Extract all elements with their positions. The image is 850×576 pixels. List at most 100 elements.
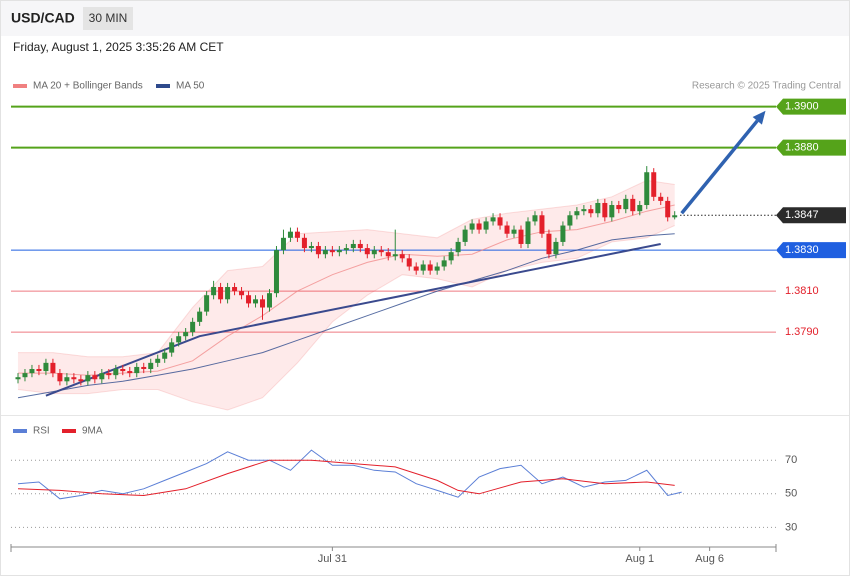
candle-body (574, 211, 580, 216)
candle-body (560, 225, 566, 242)
rsi-line (17, 459, 675, 497)
candle-body (413, 266, 419, 271)
moving-average (17, 233, 675, 399)
candle-body (232, 287, 238, 292)
candle-body (623, 198, 629, 210)
candle-body (106, 373, 112, 376)
candle-body (378, 250, 384, 253)
y-tick-label: 70 (785, 454, 797, 466)
candle-body (99, 373, 105, 380)
candle-body (434, 266, 440, 271)
candle-body (162, 352, 168, 359)
candle-body (127, 371, 133, 374)
candle-body (364, 248, 370, 255)
candle-body (225, 287, 231, 300)
candle-body (260, 299, 266, 308)
candle-body (518, 229, 524, 244)
candle-body (343, 248, 349, 251)
level-label: 1.3810 (785, 285, 819, 297)
candle-body (246, 295, 252, 304)
candle-body (92, 375, 98, 380)
candle-body (204, 295, 210, 312)
candle-body (665, 200, 671, 218)
candle-body (301, 237, 307, 249)
x-tick-label: Jul 31 (318, 553, 347, 565)
candle-body (455, 241, 461, 253)
candle-body (637, 205, 643, 212)
arrow-shaft (680, 119, 759, 215)
candle-body (322, 250, 328, 255)
y-tick-label: 30 (785, 521, 797, 533)
candle-body (120, 369, 126, 372)
bollinger-fill (17, 180, 675, 410)
candle-body (78, 379, 84, 382)
bollinger-lower (17, 225, 675, 411)
candle-body (36, 369, 42, 372)
candle-body (43, 362, 49, 372)
candle-body (22, 373, 28, 378)
candle-body (546, 233, 552, 255)
x-tick-label: Aug 6 (695, 553, 724, 565)
candle-body (672, 215, 678, 218)
legend-label: MA 20 + Bollinger Bands (33, 81, 143, 92)
candle-body (651, 172, 657, 197)
candle-body (385, 252, 391, 257)
candle-body (420, 264, 426, 271)
candle-body (476, 223, 482, 230)
candle-body (532, 215, 538, 222)
candle-body (469, 223, 475, 230)
level-label: 1.3847 (785, 209, 819, 221)
candle-body (497, 217, 503, 226)
candle-body (190, 321, 196, 333)
level-label: 1.3790 (785, 326, 819, 338)
timeframe-badge (83, 7, 133, 30)
timeframe: 30 MIN (89, 11, 128, 25)
legend-label: 9MA (82, 426, 103, 437)
level-tag (776, 207, 846, 224)
candle-body (644, 172, 650, 206)
candle-body (462, 229, 468, 242)
candle-body (399, 254, 405, 259)
level-tag (776, 139, 846, 156)
candle-body (595, 202, 601, 214)
candle-body (85, 375, 91, 382)
candle-body (336, 250, 342, 253)
candle-body (511, 229, 517, 234)
candle-body (504, 225, 510, 234)
level-label: 1.3900 (785, 101, 819, 113)
candle-body (448, 252, 454, 261)
symbol: USD/CAD (11, 10, 75, 26)
level-tag (776, 98, 846, 115)
candle-body (218, 287, 224, 300)
level-tag (776, 242, 846, 259)
candle-body (176, 336, 182, 343)
candle-body (141, 366, 147, 370)
candle-body (553, 241, 559, 255)
candle-body (211, 287, 217, 296)
arrow-head (752, 110, 766, 125)
candle-body (50, 362, 56, 374)
candle-body (602, 202, 608, 218)
candle-body (581, 209, 587, 212)
candle-body (113, 369, 119, 376)
candle-body (253, 299, 259, 304)
legend-label: MA 50 (176, 81, 205, 92)
header-bg (1, 1, 849, 36)
candle-body (15, 377, 21, 380)
candle-body (64, 377, 70, 382)
candle-body (588, 209, 594, 214)
bollinger-upper (18, 179, 675, 358)
level-label: 1.3830 (785, 244, 819, 256)
candle-body (308, 246, 314, 249)
candle-body (148, 362, 154, 370)
candle-body (567, 215, 573, 226)
candle-body (441, 260, 447, 267)
candle-body (427, 264, 433, 271)
candle-body (483, 221, 489, 230)
legend-label: RSI (33, 426, 50, 437)
candle-body (329, 250, 335, 253)
candle-body (616, 205, 622, 210)
x-tick-label: Aug 1 (625, 553, 654, 565)
